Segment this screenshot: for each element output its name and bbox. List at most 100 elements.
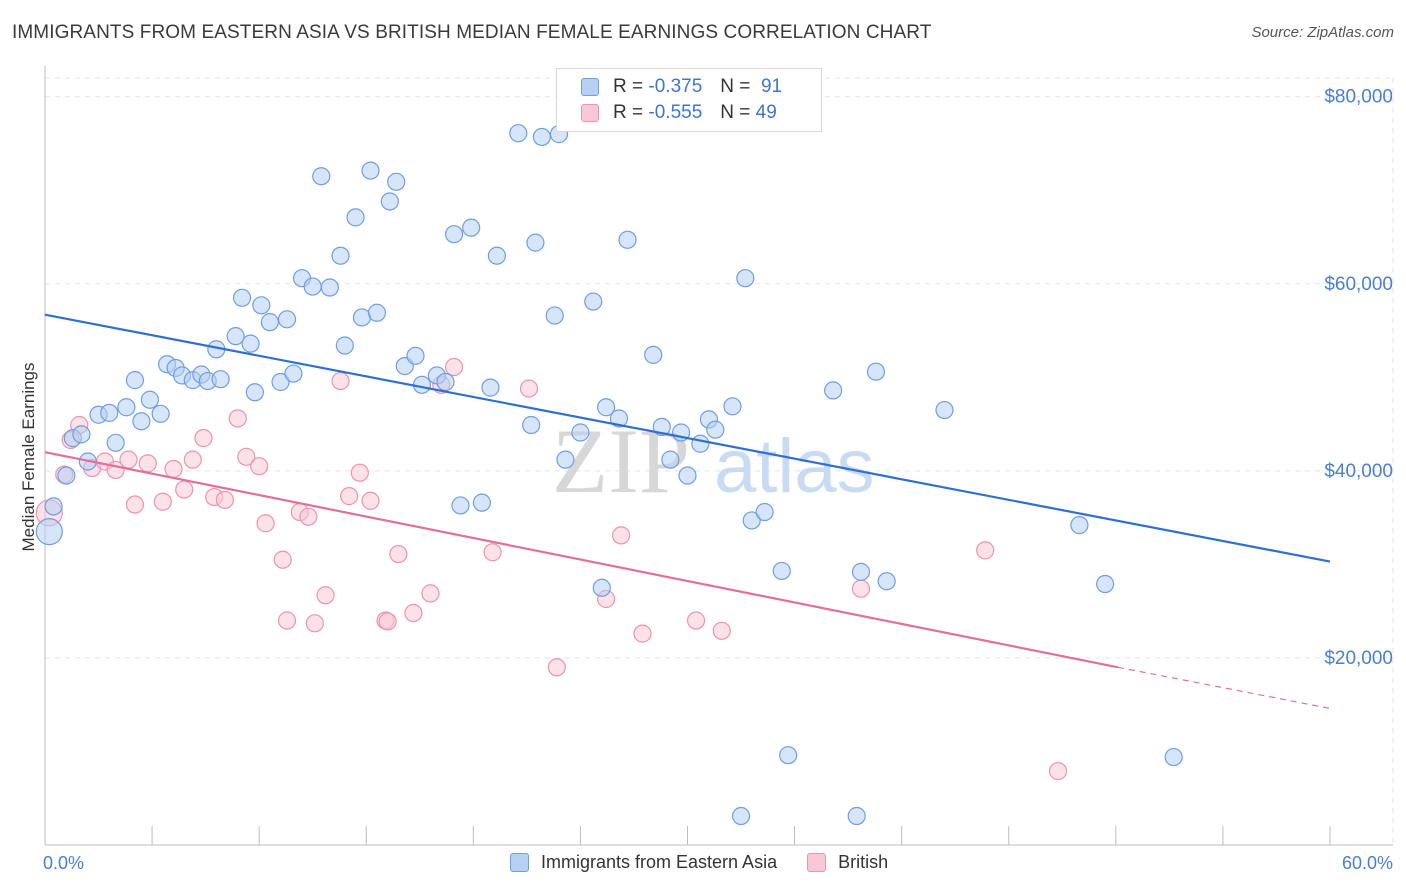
eastern-asia-point (335, 336, 354, 355)
correlation-legend: R = -0.375 N = 91 R = -0.555 N = 49 (556, 68, 822, 132)
series-legend-british[interactable]: British (807, 852, 888, 873)
eastern-asia-point (361, 161, 380, 180)
british-point (299, 507, 318, 526)
eastern-asia-point (462, 218, 481, 237)
eastern-asia-point (451, 496, 470, 515)
british-point (250, 457, 269, 476)
eastern-asia-point (277, 310, 297, 329)
eastern-asia-point (532, 127, 551, 147)
legend-n-label: N = (720, 102, 751, 123)
british-point (273, 550, 292, 569)
eastern-asia-point (509, 124, 528, 143)
british-point (164, 459, 183, 479)
eastern-asia-point (609, 409, 629, 428)
eastern-asia-point (260, 313, 279, 332)
eastern-asia-point (412, 375, 432, 394)
eastern-asia-point (487, 246, 506, 265)
eastern-asia-point (252, 296, 271, 315)
eastern-asia-points (35, 124, 1183, 826)
british-trend-extension (1117, 666, 1331, 710)
chart-source: Source: ZipAtlas.com (1251, 24, 1394, 41)
eastern-asia-point (72, 425, 91, 444)
eastern-asia-point (245, 383, 264, 402)
y-tick-label: $20,000 (1324, 648, 1393, 669)
british-point (483, 543, 502, 562)
british-point (712, 621, 731, 640)
eastern-asia-point (779, 746, 798, 765)
eastern-asia-point (140, 390, 160, 409)
eastern-asia-point (303, 277, 322, 296)
british-point (277, 611, 297, 630)
eastern-asia-point (331, 246, 350, 265)
eastern-asia-point (151, 404, 170, 423)
eastern-asia-point (597, 398, 616, 417)
series-swatch-blue (510, 853, 529, 872)
legend-n-value: 91 (760, 76, 783, 97)
eastern-asia-point (232, 288, 252, 307)
trend-lines (44, 313, 1331, 710)
series-legend-eastern-asia[interactable]: Immigrants from Eastern Asia (510, 852, 777, 873)
british-point (547, 658, 566, 677)
eastern-asia-point (526, 233, 545, 252)
eastern-asia-point (851, 562, 871, 581)
british-point (305, 614, 324, 633)
legend-r-value: -0.375 (648, 76, 703, 97)
y-axis-label: Median Female Earnings (19, 363, 38, 552)
eastern-asia-point (584, 292, 603, 311)
british-point (519, 379, 539, 398)
eastern-asia-point (731, 806, 751, 826)
eastern-asia-point (387, 172, 406, 191)
british-point (1048, 762, 1068, 781)
eastern-asia-point (125, 371, 145, 390)
legend-swatch-pink (581, 104, 599, 122)
eastern-asia-point (661, 450, 680, 469)
eastern-asia-point (444, 225, 464, 244)
eastern-asia-point (320, 278, 339, 297)
eastern-asia-point (117, 398, 136, 417)
british-point (138, 454, 157, 473)
y-tick-label: $80,000 (1324, 87, 1393, 108)
axes (44, 66, 1393, 846)
british-point (350, 463, 369, 482)
eastern-asia-point (824, 381, 843, 400)
eastern-asia-point (132, 412, 151, 431)
british-point (119, 450, 138, 469)
british-point (125, 495, 145, 514)
series-swatch-pink (807, 853, 827, 872)
eastern-asia-point (847, 806, 866, 826)
series-legend: Immigrants from Eastern Asia British (510, 852, 918, 873)
eastern-asia-point (652, 417, 671, 436)
legend-row-british: R = -0.555 N = 49 (581, 101, 777, 125)
eastern-asia-point (678, 466, 697, 485)
eastern-asia-point (1070, 516, 1089, 535)
y-tick-label: $60,000 (1324, 274, 1393, 295)
british-point (153, 492, 172, 511)
british-point (404, 603, 423, 623)
eastern-asia-point (755, 502, 774, 522)
eastern-asia-point (742, 511, 761, 530)
eastern-asia-point (406, 346, 425, 365)
british-point (215, 490, 234, 509)
legend-swatch-blue (581, 78, 599, 96)
eastern-asia-point (271, 372, 290, 392)
eastern-asia-point (44, 497, 63, 516)
y-tick-labels: $20,000 $40,000 $60,000 $80,000 (1324, 87, 1393, 669)
eastern-asia-point (241, 334, 260, 353)
legend-n-label: N = (720, 76, 751, 97)
british-point (256, 514, 275, 533)
eastern-asia-point (100, 403, 119, 422)
eastern-asia-point (106, 433, 125, 452)
eastern-asia-point (706, 420, 725, 439)
british-point (316, 586, 335, 605)
watermark-atlas: atlas (714, 424, 875, 509)
eastern-asia-point (472, 493, 491, 512)
eastern-asia-point (723, 397, 742, 416)
british-point (175, 480, 194, 499)
british-point (361, 491, 380, 510)
eastern-asia-point (1096, 574, 1115, 594)
eastern-asia-point (57, 466, 76, 485)
eastern-asia-point (481, 378, 500, 397)
british-point (389, 545, 408, 564)
eastern-asia-point (571, 423, 590, 442)
